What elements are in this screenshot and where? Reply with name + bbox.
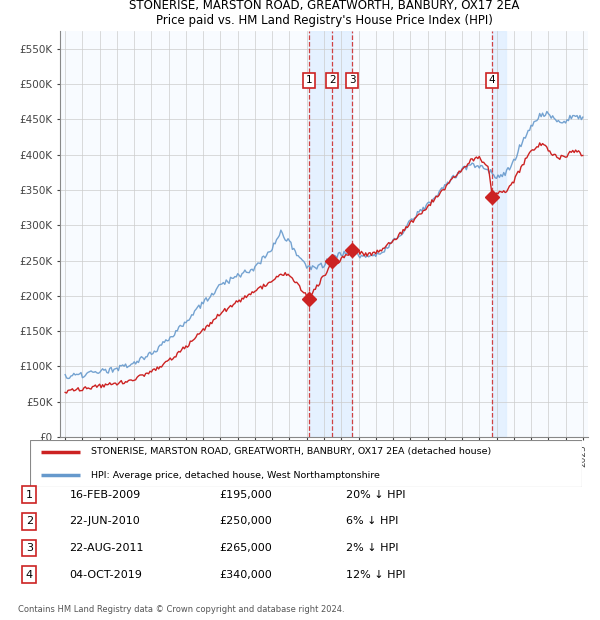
Text: HPI: Average price, detached house, West Northamptonshire: HPI: Average price, detached house, West… — [91, 471, 380, 480]
Text: 2: 2 — [329, 76, 335, 86]
Text: 04-OCT-2019: 04-OCT-2019 — [70, 570, 142, 580]
Text: 22-AUG-2011: 22-AUG-2011 — [70, 543, 144, 553]
Bar — [309, 31, 352, 437]
Text: 3: 3 — [26, 543, 33, 553]
Text: 12% ↓ HPI: 12% ↓ HPI — [346, 570, 406, 580]
Text: £265,000: £265,000 — [220, 543, 272, 553]
Text: 4: 4 — [489, 76, 496, 86]
Text: STONERISE, MARSTON ROAD, GREATWORTH, BANBURY, OX17 2EA (detached house): STONERISE, MARSTON ROAD, GREATWORTH, BAN… — [91, 447, 491, 456]
Title: STONERISE, MARSTON ROAD, GREATWORTH, BANBURY, OX17 2EA
Price paid vs. HM Land Re: STONERISE, MARSTON ROAD, GREATWORTH, BAN… — [129, 0, 519, 27]
Text: 2% ↓ HPI: 2% ↓ HPI — [346, 543, 398, 553]
Text: 1: 1 — [305, 76, 312, 86]
Text: £195,000: £195,000 — [220, 490, 272, 500]
Bar — [492, 31, 506, 437]
Text: 1: 1 — [26, 490, 33, 500]
Text: 3: 3 — [349, 76, 356, 86]
Text: 4: 4 — [26, 570, 33, 580]
Text: £250,000: £250,000 — [220, 516, 272, 526]
FancyBboxPatch shape — [30, 440, 582, 487]
Text: 2: 2 — [26, 516, 33, 526]
Text: 20% ↓ HPI: 20% ↓ HPI — [346, 490, 406, 500]
Text: £340,000: £340,000 — [220, 570, 272, 580]
Text: 6% ↓ HPI: 6% ↓ HPI — [346, 516, 398, 526]
Text: 22-JUN-2010: 22-JUN-2010 — [70, 516, 140, 526]
Text: Contains HM Land Registry data © Crown copyright and database right 2024.: Contains HM Land Registry data © Crown c… — [18, 605, 344, 614]
Text: 16-FEB-2009: 16-FEB-2009 — [70, 490, 141, 500]
